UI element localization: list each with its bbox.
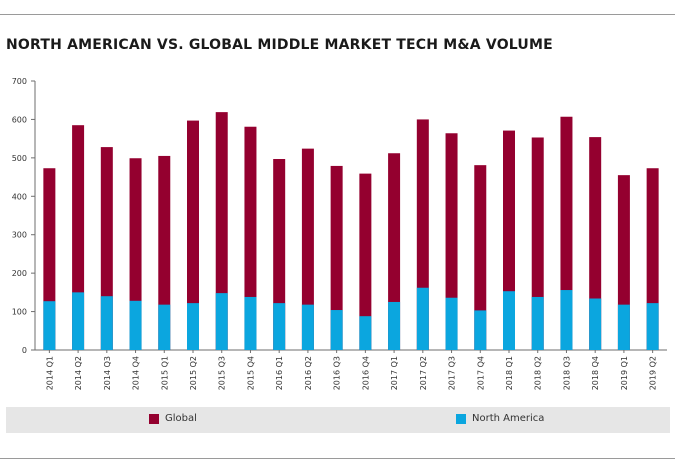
x-tick-label: 2017 Q1: [390, 356, 399, 390]
legend-item-global: Global: [149, 413, 197, 424]
bar-north-america: [416, 287, 429, 350]
x-tick-label: 2017 Q2: [419, 356, 428, 390]
bar-global: [330, 165, 343, 350]
bar-north-america: [129, 300, 142, 350]
x-tick-label: 2019 Q1: [620, 356, 629, 390]
x-tick-label: 2015 Q1: [160, 356, 169, 390]
bar-north-america: [72, 292, 85, 350]
bar-north-america: [388, 301, 401, 350]
bar-north-america: [330, 310, 343, 350]
bar-north-america: [503, 291, 515, 350]
y-tick-label: 500: [12, 154, 27, 163]
bar-north-america: [215, 293, 228, 350]
x-tick-label: 2016 Q3: [333, 356, 342, 390]
x-tick-label: 2017 Q3: [448, 356, 457, 390]
bar-global: [474, 165, 487, 350]
bar-global: [388, 153, 401, 350]
bar-global: [273, 159, 286, 350]
legend-label-north-america: North America: [472, 413, 545, 424]
x-tick-label: 2018 Q3: [562, 356, 571, 390]
y-tick-label: 400: [12, 192, 27, 201]
bar-north-america: [244, 296, 257, 350]
bar-global: [531, 137, 544, 350]
legend-swatch-north-america: [456, 413, 466, 424]
bar-global: [445, 133, 458, 350]
y-tick-label: 300: [12, 231, 27, 240]
chart-title: NORTH AMERICAN VS. GLOBAL MIDDLE MARKET …: [6, 37, 553, 53]
bar-north-america: [531, 296, 544, 350]
bar-north-america: [359, 316, 372, 350]
bar-global: [158, 155, 171, 350]
bar-global: [244, 126, 257, 350]
y-tick-label: 100: [12, 308, 27, 317]
x-tick-label: 2018 Q1: [505, 356, 514, 390]
x-tick-label: 2018 Q2: [534, 356, 543, 390]
legend-item-north-america: North America: [456, 413, 544, 424]
legend: Global North America: [6, 407, 670, 433]
bar-north-america: [301, 304, 314, 350]
x-tick-label: 2016 Q4: [361, 356, 370, 390]
bar-north-america: [560, 290, 573, 350]
y-tick-label: 200: [12, 269, 27, 278]
bar-global: [215, 112, 228, 351]
bar-global: [187, 120, 199, 351]
bar-north-america: [646, 303, 659, 350]
bar-north-america: [43, 301, 56, 350]
legend-label-global: Global: [165, 413, 197, 424]
y-tick-label: 0: [22, 346, 27, 355]
bar-north-america: [158, 304, 171, 350]
bar-north-america: [273, 303, 286, 350]
x-tick-label: 2018 Q4: [591, 356, 600, 390]
x-tick-label: 2014 Q2: [74, 356, 83, 390]
x-tick-label: 2016 Q2: [304, 356, 313, 390]
bar-global: [359, 173, 372, 350]
bar-north-america: [474, 310, 487, 350]
bar-north-america: [100, 296, 113, 350]
top-rule: [0, 14, 675, 15]
bottom-rule: [0, 458, 675, 459]
bar-global: [589, 137, 602, 350]
legend-swatch-global: [149, 413, 159, 424]
x-tick-label: 2015 Q3: [218, 356, 227, 390]
x-tick-label: 2014 Q3: [103, 356, 112, 390]
y-tick-label: 600: [12, 115, 27, 124]
stacked-bar-chart: 0 100 200 300 400 500 600 700 2014 Q1 2014 Q2 2014…: [12, 77, 667, 390]
x-tick-label: 2015 Q4: [246, 356, 255, 390]
bar-north-america: [187, 303, 199, 350]
x-tick-label: 2014 Q4: [132, 356, 141, 390]
bar-global: [301, 148, 314, 350]
x-tick-label: 2016 Q1: [275, 356, 284, 390]
x-tick-label: 2017 Q4: [476, 356, 485, 390]
y-tick-label: 700: [12, 77, 27, 86]
x-tick-label: 2014 Q1: [45, 356, 54, 390]
bar-north-america: [617, 304, 630, 350]
bar-north-america: [445, 297, 458, 350]
bar-north-america: [589, 298, 602, 350]
x-tick-label: 2015 Q2: [189, 356, 198, 390]
x-tick-label: 2019 Q2: [649, 356, 658, 390]
